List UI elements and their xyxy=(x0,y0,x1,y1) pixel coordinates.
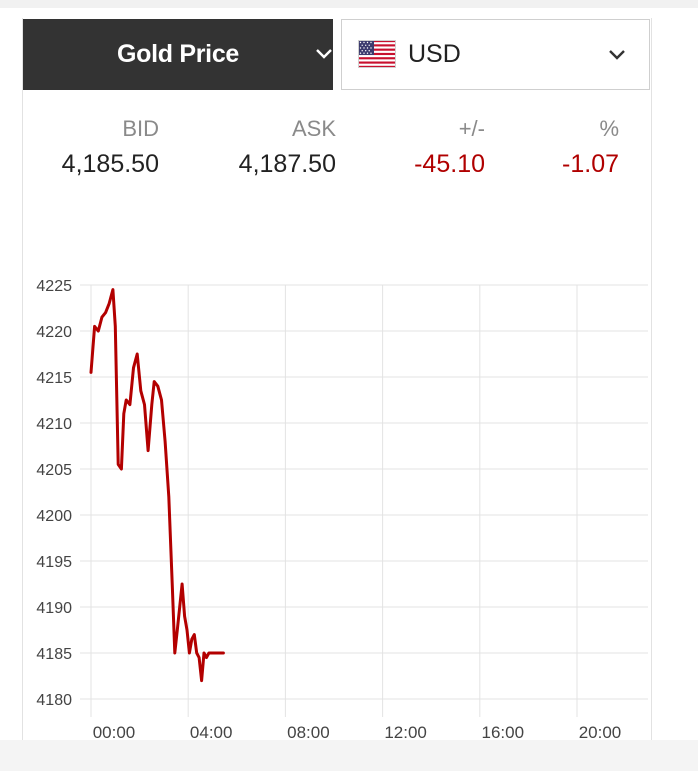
gold-price-widget xyxy=(22,18,652,740)
us-flag-icon xyxy=(358,40,396,68)
currency-selector-label: USD xyxy=(408,40,461,68)
y-tick-label: 4205 xyxy=(36,462,72,479)
y-tick-label: 4185 xyxy=(36,646,72,663)
y-tick-label: 4225 xyxy=(36,278,72,295)
x-tick-label: 16:00 xyxy=(482,723,525,742)
percent-value: -1.07 xyxy=(562,150,619,178)
x-tick-label: 00:00 xyxy=(93,723,136,742)
metal-selector-label: Gold Price xyxy=(117,40,240,68)
ask-value: 4,187.50 xyxy=(238,150,336,178)
x-tick-label: 08:00 xyxy=(287,723,330,742)
y-tick-label: 4190 xyxy=(36,600,72,617)
page-top-strip xyxy=(0,0,698,8)
x-tick-label: 20:00 xyxy=(579,723,622,742)
change-value: -45.10 xyxy=(414,150,485,178)
bid-value: 4,185.50 xyxy=(61,150,159,178)
y-tick-label: 4215 xyxy=(36,370,72,387)
series-line-gold-price xyxy=(89,288,225,683)
chevron-down-icon xyxy=(316,49,332,59)
bid-header: BID xyxy=(122,116,159,141)
x-tick-label: 12:00 xyxy=(384,723,427,742)
y-tick-label: 4220 xyxy=(36,324,72,341)
metal-selector[interactable]: Gold Price xyxy=(23,19,333,90)
change-header: +/- xyxy=(458,116,485,141)
y-tick-label: 4180 xyxy=(36,692,72,709)
page-bottom-strip xyxy=(0,740,698,771)
x-tick-label: 04:00 xyxy=(190,723,233,742)
currency-selector[interactable]: USD xyxy=(341,19,650,90)
percent-header: % xyxy=(599,116,619,141)
chevron-down-icon xyxy=(609,50,625,60)
y-tick-label: 4195 xyxy=(36,554,72,571)
ask-header: ASK xyxy=(291,116,336,141)
y-tick-label: 4210 xyxy=(36,416,72,433)
y-tick-label: 4200 xyxy=(36,508,72,525)
